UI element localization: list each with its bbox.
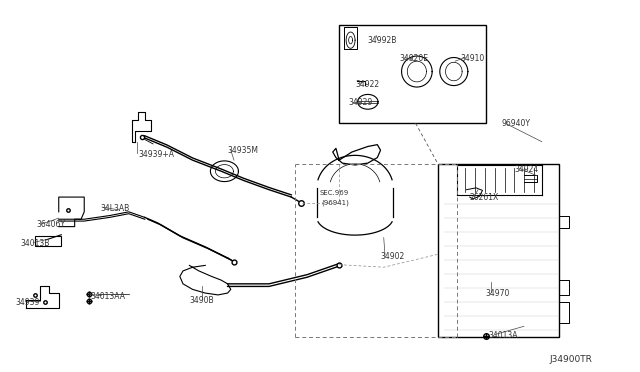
Text: 34013A: 34013A <box>489 331 518 340</box>
Text: 34910: 34910 <box>460 54 484 63</box>
Bar <box>438 164 559 337</box>
Text: 34924: 34924 <box>515 165 539 174</box>
Text: 34922: 34922 <box>355 80 379 89</box>
Text: 34939: 34939 <box>15 298 40 307</box>
Text: 34992B: 34992B <box>368 36 397 45</box>
Text: 34939+A: 34939+A <box>138 150 174 159</box>
Text: 34L3AB: 34L3AB <box>100 203 129 213</box>
Text: 34929: 34929 <box>349 99 373 108</box>
Text: 34935M: 34935M <box>228 147 259 155</box>
Text: 34970: 34970 <box>486 289 510 298</box>
Text: 34920E: 34920E <box>399 54 429 63</box>
Text: 34013AA: 34013AA <box>91 292 125 301</box>
Text: (96941): (96941) <box>321 199 349 206</box>
Text: 3490B: 3490B <box>189 296 214 305</box>
Text: 96940Y: 96940Y <box>502 119 531 128</box>
Bar <box>35 236 61 246</box>
Text: J34900TR: J34900TR <box>549 355 592 364</box>
Text: 36406Y: 36406Y <box>36 220 65 229</box>
Bar <box>339 25 486 123</box>
Text: 34013B: 34013B <box>20 239 50 248</box>
Text: 34902: 34902 <box>381 251 404 261</box>
Text: SEC.969: SEC.969 <box>320 190 349 196</box>
Text: 26261X: 26261X <box>470 193 499 202</box>
